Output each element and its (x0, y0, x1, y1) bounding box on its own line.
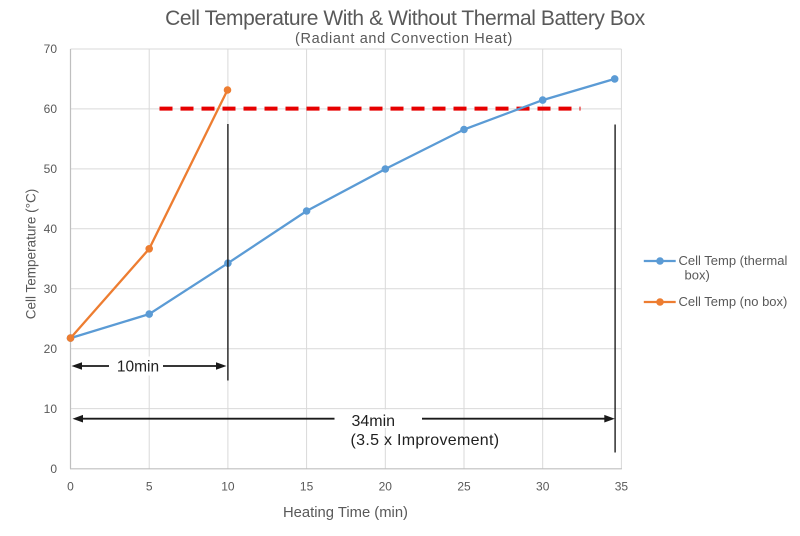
svg-text:30: 30 (536, 480, 550, 494)
svg-text:Heating Time (min): Heating Time (min) (283, 505, 408, 521)
svg-text:10: 10 (44, 402, 58, 416)
svg-text:60: 60 (44, 102, 58, 116)
svg-text:Cell Temp (no box): Cell Temp (no box) (679, 294, 788, 309)
svg-text:20: 20 (44, 342, 58, 356)
svg-text:70: 70 (44, 42, 58, 56)
svg-text:Cell Temperature (°C): Cell Temperature (°C) (24, 189, 39, 319)
svg-text:34min: 34min (352, 413, 396, 430)
svg-text:30: 30 (44, 282, 58, 296)
svg-text:5: 5 (146, 480, 153, 494)
svg-text:(Radiant and Convection Heat): (Radiant and Convection Heat) (295, 31, 513, 47)
svg-text:10: 10 (221, 480, 235, 494)
svg-text:10min: 10min (117, 358, 159, 375)
svg-text:Cell Temperature With & Withou: Cell Temperature With & Without Thermal … (165, 7, 646, 30)
svg-text:0: 0 (50, 462, 57, 476)
svg-text:35: 35 (615, 480, 629, 494)
svg-text:20: 20 (379, 480, 393, 494)
svg-text:15: 15 (300, 480, 314, 494)
svg-text:0: 0 (67, 480, 74, 494)
svg-text:(3.5 x Improvement): (3.5 x Improvement) (351, 432, 500, 449)
svg-text:25: 25 (457, 480, 471, 494)
svg-text:Cell Temp (thermal: Cell Temp (thermal (679, 253, 788, 268)
svg-text:box): box) (685, 268, 710, 283)
svg-text:40: 40 (44, 222, 58, 236)
svg-text:50: 50 (44, 162, 58, 176)
